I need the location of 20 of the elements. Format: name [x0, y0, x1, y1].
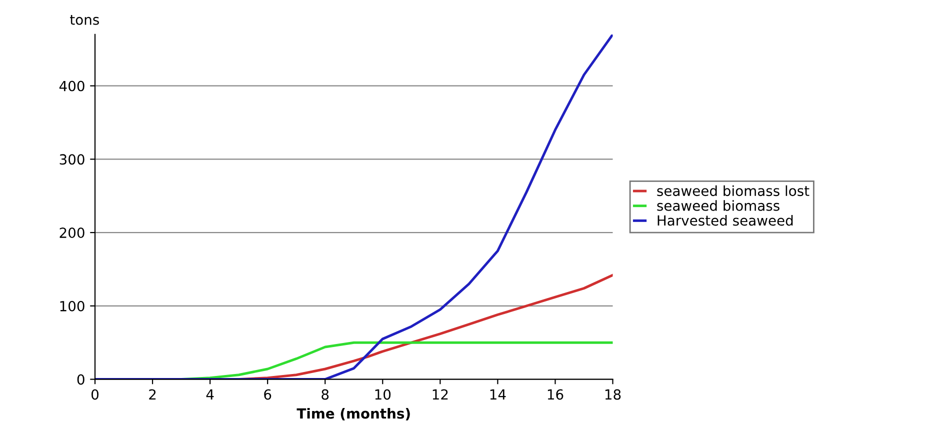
x-tick-label: 2: [149, 389, 156, 400]
x-tick-label: 14: [490, 389, 506, 400]
y-tick-label: 100: [60, 300, 84, 312]
legend-label: seaweed biomass: [657, 200, 780, 211]
y-tick-label: 400: [59, 80, 84, 92]
x-axis-title: Time (months): [296, 408, 410, 420]
x-tick-label: 10: [375, 389, 391, 400]
y-tick-label: 200: [60, 228, 84, 238]
y-tick-label: 300: [60, 154, 84, 165]
x-tick-label: 16: [548, 389, 564, 400]
x-tick-label: 0: [91, 389, 98, 400]
legend-label: Harvested seaweed: [658, 214, 793, 226]
x-tick-label: 8: [322, 389, 329, 400]
x-tick-label: 18: [605, 389, 621, 400]
y-tick-label: 0: [77, 374, 84, 385]
legend-label: seaweed biomass lost: [657, 185, 810, 196]
x-tick-label: 12: [432, 389, 448, 400]
x-tick-label: 6: [264, 389, 272, 400]
y-axis-title: tons: [70, 14, 99, 25]
x-tick-label: 4: [206, 389, 214, 400]
